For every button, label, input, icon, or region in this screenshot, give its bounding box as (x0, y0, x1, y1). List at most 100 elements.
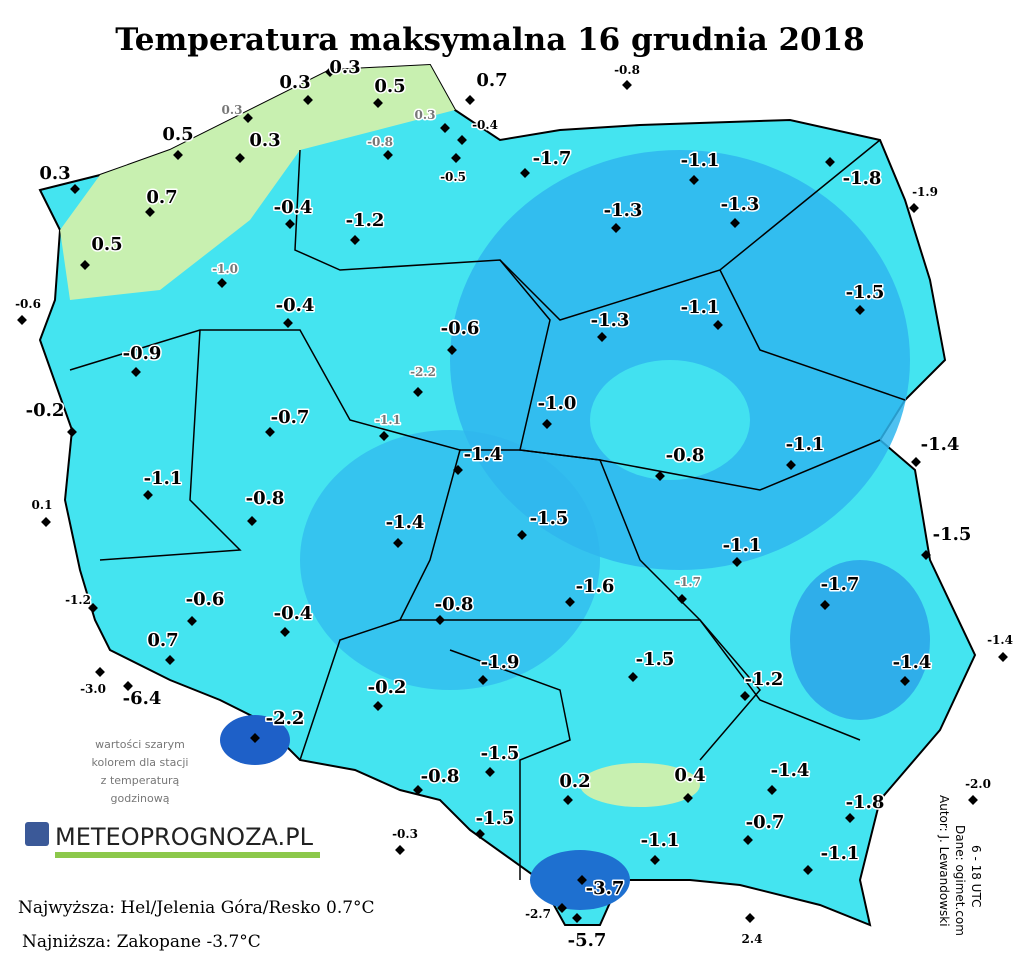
station-dot (379, 431, 389, 441)
note-line: z temperaturą (101, 774, 180, 787)
station-dot (713, 320, 723, 330)
station-label: -0.8 (614, 63, 640, 77)
station-dot (732, 557, 742, 567)
station-label: -1.9 (481, 652, 520, 673)
station-label: -1.3 (721, 194, 760, 215)
station-label: -0.5 (440, 170, 466, 184)
station-label: -1.7 (821, 574, 860, 595)
facebook-icon (25, 822, 49, 846)
station-dot (413, 387, 423, 397)
station-label: -1.6 (576, 576, 615, 597)
stations: 0.3 0.3 0.5 0.7 -0.8 0.3 0.3 0.5 0.3 -0.8 -0.4 -0.5… (14, 56, 1015, 953)
station-label: -0.2 (26, 400, 65, 421)
station-label: -3.0 (80, 682, 106, 696)
station-label: -0.4 (274, 603, 313, 624)
station-label: 0.3 (279, 72, 310, 93)
station-dot (457, 135, 467, 145)
station-label: -1.5 (476, 808, 515, 829)
station-dot (123, 681, 133, 691)
station-label: -0.6 (15, 297, 41, 311)
credit-line: 6 - 18 UTC (969, 845, 983, 907)
station-label: -1.1 (681, 297, 720, 318)
credit-line: Autor: J. Lewandowski (937, 795, 951, 927)
station-label: -0.4 (276, 295, 315, 316)
station-label: -1.2 (65, 593, 91, 607)
map-title: Temperatura maksymalna 16 grudnia 2018 (115, 22, 864, 58)
station-label: 0.7 (147, 630, 178, 651)
station-label: 0.1 (32, 498, 53, 512)
station-dot (447, 345, 457, 355)
station-label: -1.0 (212, 262, 238, 276)
station-label: -1.3 (604, 200, 643, 221)
station-label: -0.4 (274, 197, 313, 218)
station-label: -1.4 (893, 652, 932, 673)
station-label: -1.1 (821, 843, 860, 864)
station-label: -1.5 (481, 743, 520, 764)
station-dot (413, 785, 423, 795)
station-label: -1.2 (745, 669, 784, 690)
station-label: -1.4 (921, 434, 960, 455)
station-dot (689, 175, 699, 185)
station-dot (730, 218, 740, 228)
station-label: -1.4 (386, 512, 425, 533)
station-label: -1.1 (723, 535, 762, 556)
station-label: -1.4 (771, 760, 810, 781)
station-label: -0.7 (746, 812, 785, 833)
station-label: -1.1 (375, 413, 401, 427)
station-dot (557, 903, 567, 913)
station-dot (283, 318, 293, 328)
station-dot (563, 795, 573, 805)
station-dot (70, 184, 80, 194)
station-label: -3.7 (586, 878, 625, 899)
station-dot (383, 150, 393, 160)
station-label: -1.9 (912, 185, 938, 199)
station-dot (478, 675, 488, 685)
station-label: -0.8 (367, 135, 393, 149)
station-label: -0.2 (368, 677, 407, 698)
station-label: -1.0 (538, 393, 577, 414)
station-dot (745, 913, 755, 923)
station-dot (743, 835, 753, 845)
station-dot (520, 168, 530, 178)
station-dot (453, 465, 463, 475)
station-dot (373, 701, 383, 711)
station-dot (622, 80, 632, 90)
station-label: -0.6 (186, 589, 225, 610)
station-dot (465, 95, 475, 105)
station-label: -1.5 (933, 524, 972, 545)
note-line: wartości szarym (95, 738, 185, 751)
station-dot (395, 845, 405, 855)
station-dot (611, 223, 621, 233)
logo-stripe (55, 852, 320, 858)
station-label: -0.3 (392, 827, 418, 841)
station-dot (572, 913, 582, 923)
station-label: -1.1 (681, 150, 720, 171)
station-label: -2.7 (525, 907, 551, 921)
station-dot (17, 315, 27, 325)
station-dot (650, 855, 660, 865)
note-line: godzinową (111, 792, 170, 805)
station-label: -1.1 (144, 468, 183, 489)
station-dot (740, 691, 750, 701)
station-label: -0.8 (246, 488, 285, 509)
station-label: 0.3 (329, 57, 360, 78)
note: wartości szarym kolorem dla stacji z tem… (92, 738, 189, 805)
station-label: -6.4 (123, 688, 162, 709)
station-label: 0.3 (39, 163, 70, 184)
station-label: 0.5 (374, 76, 405, 97)
station-dot (145, 207, 155, 217)
station-dot (475, 829, 485, 839)
station-dot (435, 615, 445, 625)
station-dot (88, 603, 98, 613)
station-dot (803, 865, 813, 875)
station-dot (217, 278, 227, 288)
station-dot (451, 153, 461, 163)
station-dot (921, 550, 931, 560)
station-label: -1.4 (464, 444, 503, 465)
station-dot (855, 305, 865, 315)
station-dot (285, 219, 295, 229)
station-label: 0.3 (249, 130, 280, 151)
station-dot (577, 875, 587, 885)
station-label: -1.7 (533, 148, 572, 169)
station-dot (900, 676, 910, 686)
